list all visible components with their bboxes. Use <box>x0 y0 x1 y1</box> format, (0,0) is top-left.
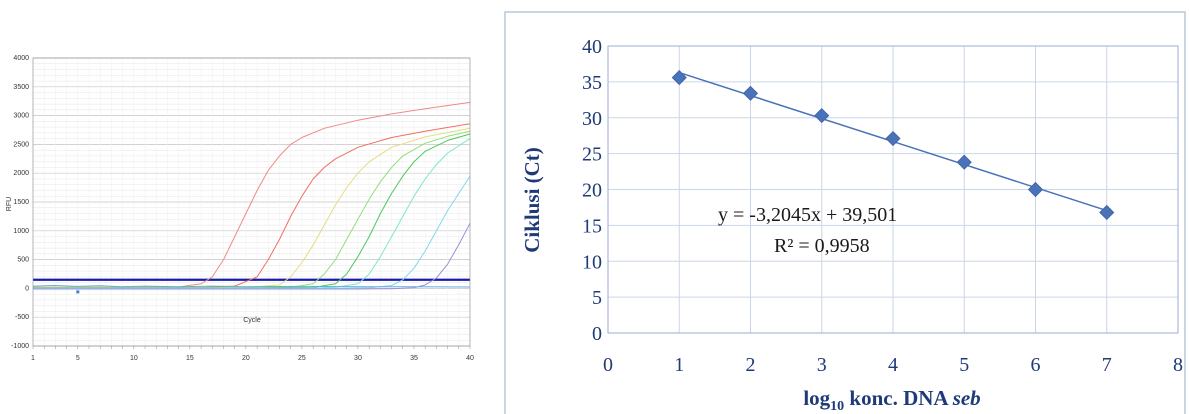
amp-x-tick-label: 20 <box>242 355 250 362</box>
std-plot-frame <box>607 45 1179 334</box>
std-x-tick-label: 8 <box>1173 354 1183 376</box>
std-y-tick-label: 5 <box>592 287 602 309</box>
amp-baseline-marker <box>76 290 80 294</box>
amp-series-line-2 <box>33 123 471 289</box>
std-y-tick-label: 20 <box>582 180 602 202</box>
std-x-tick-label: 0 <box>603 354 613 376</box>
std-chart-border <box>504 11 1186 414</box>
std-y-tick-label: 40 <box>582 36 602 58</box>
std-x-tick-label: 6 <box>1031 354 1041 376</box>
std-data-point-1 <box>671 70 687 86</box>
amp-series-line-8 <box>33 223 471 290</box>
amp-plot-frame <box>32 57 471 347</box>
amp-y-tick-label: 1500 <box>13 199 29 206</box>
amp-y-tick-label: 2000 <box>13 170 29 177</box>
std-data-point-3 <box>814 108 830 124</box>
std-data-point-7 <box>1099 204 1115 221</box>
amp-x-tick-label: 40 <box>466 355 474 362</box>
std-x-tick-label: 1 <box>674 354 684 376</box>
amp-series-line-4 <box>33 130 471 289</box>
amp-series-line-7 <box>33 175 471 289</box>
std-x-tick-label: 7 <box>1102 354 1112 376</box>
amp-y-tick-labels: 4000 3500 3000 2500 2000 1500 1000 500 0 -500 -100… <box>11 55 29 350</box>
amp-y-tick-label: 0 <box>25 285 29 292</box>
amp-series-line-3 <box>33 127 471 289</box>
std-y-tick-label: 25 <box>582 144 602 166</box>
std-r-squared-label: R² = 0,9958 <box>774 235 870 257</box>
amp-x-tick-label: 5 <box>76 355 80 362</box>
amp-series-line-6 <box>33 138 471 289</box>
amp-y-axis-title: RFU <box>6 197 13 211</box>
amp-y-tick-label: 3500 <box>13 84 29 91</box>
amp-y-tick-label: -500 <box>15 314 29 321</box>
amp-series-line-9 <box>32 285 471 288</box>
amp-x-tick-label: 1 <box>31 355 35 362</box>
std-equation-label: y = -3,2045x + 39,501 <box>718 204 897 226</box>
std-x-tick-label: 2 <box>746 354 756 376</box>
std-x-tick-label: 5 <box>959 354 969 376</box>
amp-x-tick-label: 25 <box>298 355 306 362</box>
std-data-points <box>671 70 1115 221</box>
amplification-chart: 4000 3500 3000 2500 2000 1500 1000 500 0 -500 -100… <box>6 55 474 362</box>
std-y-tick-labels: 40 35 30 25 20 15 10 5 0 <box>582 36 602 345</box>
std-y-tick-label: 10 <box>582 251 602 273</box>
amp-x-tick-label: 15 <box>186 355 194 362</box>
amp-x-tick-label: 30 <box>354 355 362 362</box>
std-x-axis-title-sub: 10 <box>830 399 844 414</box>
amp-series <box>32 101 471 294</box>
std-x-tick-label: 4 <box>888 354 898 376</box>
std-x-axis-title-italic: seb <box>952 386 981 410</box>
amp-x-tick-label: 10 <box>130 355 138 362</box>
std-data-point-2 <box>742 85 759 101</box>
std-x-axis-title-rest: konc. DNA <box>844 386 953 410</box>
std-y-tick-label: 30 <box>582 108 602 130</box>
std-data-point-4 <box>885 130 901 147</box>
amp-y-tick-label: 500 <box>17 257 29 264</box>
amp-x-tick-label: 35 <box>410 355 418 362</box>
std-y-axis-title: Ciklusi (Ct) <box>520 147 544 253</box>
amp-grid <box>32 57 471 349</box>
amp-y-tick-label: -1000 <box>11 343 29 350</box>
std-y-tick-label: 0 <box>592 323 602 345</box>
std-x-axis-title: log10 konc. DNA seb <box>803 386 980 414</box>
std-data-point-6 <box>1027 181 1044 198</box>
amp-y-tick-label: 1000 <box>13 228 29 235</box>
amp-x-axis-title: Cycle <box>243 317 261 324</box>
amp-y-tick-label: 2500 <box>13 141 29 148</box>
amp-series-line-5 <box>33 133 471 289</box>
std-x-tick-labels: 0 1 2 3 4 5 6 7 8 <box>603 354 1183 376</box>
amp-y-tick-label: 4000 <box>13 55 29 62</box>
std-y-tick-label: 15 <box>582 215 602 237</box>
std-data-point-5 <box>956 154 972 170</box>
amp-y-tick-label: 3000 <box>13 113 29 120</box>
std-x-tick-label: 3 <box>817 354 827 376</box>
std-y-tick-label: 35 <box>582 72 602 94</box>
std-x-axis-title-main: log <box>803 386 830 410</box>
amp-x-tick-labels: 1 5 10 15 20 25 30 35 40 <box>31 355 474 362</box>
